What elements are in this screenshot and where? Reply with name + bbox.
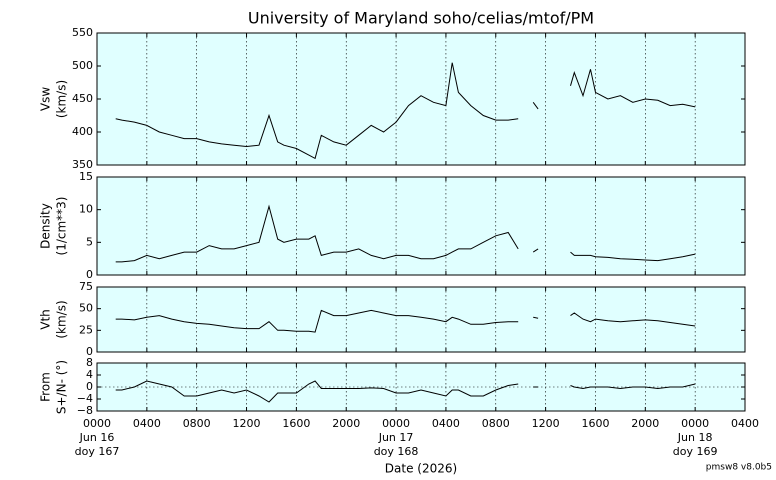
x-tick-label: 0400 [731, 417, 759, 430]
x-tick-label: 1200 [532, 417, 560, 430]
y-tick-label: 450 [72, 92, 93, 105]
y-tick-label: 4 [86, 368, 93, 381]
chart-title: University of Maryland soho/celias/mtof/… [248, 9, 594, 28]
plot-background [97, 287, 745, 352]
footer: pmsw8 v8.0b5 [706, 463, 772, 473]
y-tick-label: 50 [79, 302, 93, 315]
y-tick-label: 400 [72, 125, 93, 138]
date-label: doy 167 [75, 445, 120, 458]
y-tick-label: 350 [72, 158, 93, 171]
y-tick-label: 15 [79, 170, 93, 183]
y-axis-label: S+/N- (°) [55, 360, 69, 414]
x-tick-label: 0000 [681, 417, 709, 430]
x-tick-label: 0800 [183, 417, 211, 430]
y-tick-label: 0 [86, 380, 93, 393]
plot-frame [96, 362, 746, 412]
data-line [115, 204, 696, 263]
data-line [115, 309, 696, 333]
date-label: Jun 16 [79, 431, 115, 444]
y-axis-label: Density [39, 203, 53, 249]
date-label: Jun 18 [677, 431, 713, 444]
date-label: doy 168 [374, 445, 419, 458]
x-tick-label: 0400 [432, 417, 460, 430]
x-tick-label: 0800 [482, 417, 510, 430]
x-tick-label: 2000 [332, 417, 360, 430]
y-tick-label: 8 [86, 356, 93, 369]
data-line [115, 62, 696, 160]
plot-frame [96, 286, 746, 353]
x-tick-label: 2000 [631, 417, 659, 430]
plot-frame [96, 176, 746, 276]
y-tick-label: 10 [79, 203, 93, 216]
x-tick-label: 1600 [282, 417, 310, 430]
y-tick-label: −8 [77, 404, 93, 417]
y-axis-label: From [39, 372, 53, 402]
y-axis-label: (km/s) [55, 300, 69, 338]
date-label: doy 169 [673, 445, 718, 458]
y-axis-label: Vth [39, 309, 53, 330]
y-tick-label: −4 [77, 392, 93, 405]
y-axis-label: (1/cm**3) [55, 197, 69, 256]
y-tick-label: 550 [72, 26, 93, 39]
x-tick-label: 0400 [133, 417, 161, 430]
x-axis-label: Date (2026) [385, 462, 457, 476]
x-tick-label: 0000 [83, 417, 111, 430]
y-tick-label: 5 [86, 235, 93, 248]
y-tick-label: 0 [86, 345, 93, 358]
y-axis-label: (km/s) [55, 80, 69, 118]
date-label: Jun 17 [378, 431, 414, 444]
plot-frame [96, 32, 746, 166]
plot-background [97, 33, 745, 165]
y-axis-label: Vsw [39, 87, 53, 111]
y-tick-label: 0 [86, 268, 93, 281]
data-line [115, 380, 696, 403]
x-tick-label: 1200 [233, 417, 261, 430]
x-tick-label: 1600 [581, 417, 609, 430]
y-tick-label: 75 [79, 280, 93, 293]
y-tick-label: 25 [79, 323, 93, 336]
y-tick-label: 500 [72, 59, 93, 72]
x-tick-label: 0000 [382, 417, 410, 430]
